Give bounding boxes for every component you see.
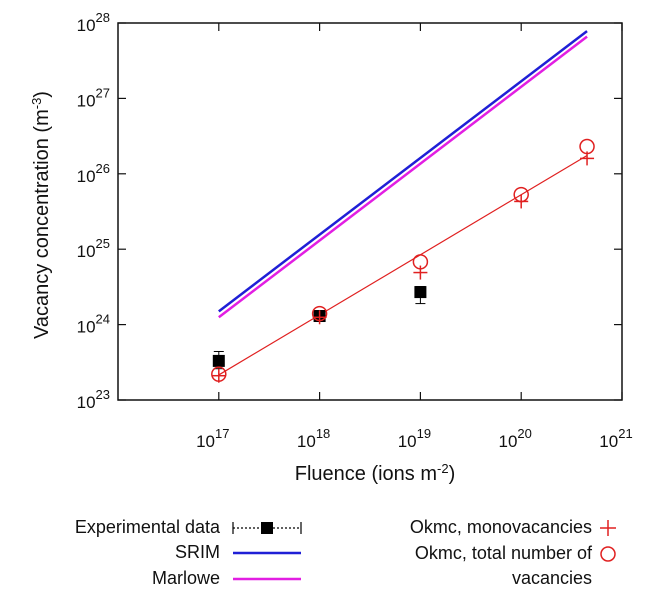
legend-label-okmc-mono: Okmc, monovacancies: [410, 517, 592, 537]
y-tick-label-base: 10: [77, 16, 96, 35]
series-line-srim: [218, 30, 588, 313]
legend-label-okmc-total: Okmc, total number of: [415, 543, 593, 563]
x-axis-label-superscript: -2: [437, 461, 449, 476]
y-axis-label-superscript: -3: [29, 98, 44, 110]
x-tick-label: 1017: [196, 426, 229, 451]
okmc-total-point: [579, 138, 595, 155]
x-tick-label-base: 10: [398, 432, 417, 451]
y-tick-label: 1023: [77, 387, 110, 412]
okmc-total-point: [211, 366, 227, 382]
okmc-fit-line: [218, 154, 588, 376]
okmc-mono-point: [312, 310, 327, 325]
y-axis-label: Vacancy concentration (m-3): [29, 91, 53, 339]
experimental-point: [414, 286, 427, 299]
x-tick-label-exponent: 18: [316, 426, 330, 441]
y-tick-label-exponent: 24: [96, 312, 110, 327]
y-tick-label: 1025: [77, 236, 110, 261]
y-tick-label-base: 10: [77, 318, 96, 337]
legend-swatch-okmc-total: [600, 546, 616, 562]
x-tick-label: 1018: [297, 426, 330, 451]
legend-label-srim: SRIM: [175, 542, 220, 562]
okmc-total-point: [311, 305, 328, 322]
y-tick-label: 1027: [77, 85, 110, 110]
legend-label-okmc-total-line2: vacancies: [512, 568, 592, 588]
x-tick-label-exponent: 17: [215, 426, 229, 441]
x-tick-label-exponent: 21: [618, 426, 632, 441]
y-tick-label: 1024: [77, 312, 110, 337]
x-axis-label: Fluence (ions m-2): [295, 461, 456, 485]
x-tick-label-exponent: 20: [517, 426, 531, 441]
y-tick-label-exponent: 27: [96, 85, 110, 100]
y-tick-label-exponent: 28: [96, 10, 110, 25]
okmc-mono-point: [211, 368, 226, 383]
x-tick-label: 1019: [398, 426, 431, 451]
x-tick-label-base: 10: [196, 432, 215, 451]
y-tick-label: 1028: [77, 10, 110, 35]
x-tick-label: 1021: [599, 426, 632, 451]
okmc-total-point: [412, 254, 429, 270]
y-tick-label-base: 10: [77, 167, 96, 186]
y-axis-label-tail: ): [31, 91, 53, 98]
x-tick-label-base: 10: [599, 432, 618, 451]
x-tick-label-base: 10: [499, 432, 518, 451]
legend-label-marlowe: Marlowe: [152, 568, 220, 588]
plot-area: [211, 30, 595, 383]
y-tick-label-base: 10: [77, 91, 96, 110]
y-tick-label-exponent: 26: [96, 161, 110, 176]
x-tick-label-exponent: 19: [417, 426, 431, 441]
y-tick-label: 1026: [77, 161, 110, 186]
y-tick-label-exponent: 25: [96, 236, 110, 251]
axes: 1017 1018 1019 1020 102110231024102510261027…: [77, 10, 633, 451]
okmc-mono-point: [413, 265, 428, 280]
x-tick-label-base: 10: [297, 432, 316, 451]
legend-swatch-experimental: [232, 522, 302, 534]
legend: Experimental data SRIM Marlowe Okmc, mon…: [75, 517, 616, 588]
legend-swatch-okmc-mono: [600, 520, 616, 536]
x-tick-label: 1020: [499, 426, 532, 451]
legend-label-experimental: Experimental data: [75, 517, 221, 537]
series-line-marlowe: [218, 35, 588, 319]
x-axis-label-tail: ): [449, 463, 456, 485]
plot-frame: [117, 22, 623, 401]
okmc-total-point: [513, 186, 529, 203]
y-tick-label-exponent: 23: [96, 387, 110, 402]
experimental-point: [212, 354, 225, 367]
y-tick-label-base: 10: [77, 393, 96, 412]
y-tick-label-base: 10: [77, 242, 96, 261]
